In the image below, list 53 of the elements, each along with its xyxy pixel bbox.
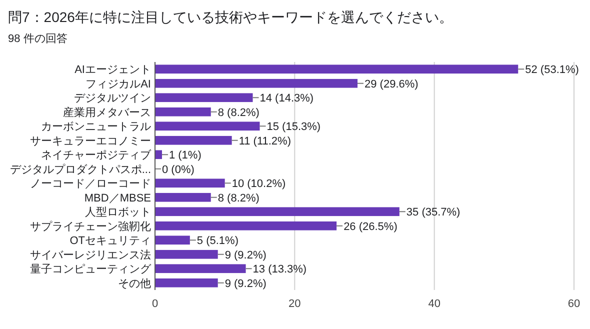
y-tick-label: 人型ロボット	[85, 206, 151, 219]
bar	[155, 136, 232, 145]
subtitle: 98 件の回答	[8, 33, 68, 45]
y-tick-label: 産業用メタバース	[63, 106, 151, 119]
x-tick-label: 20	[288, 298, 301, 310]
y-tick-label: デジタルツイン	[74, 92, 151, 105]
data-label: 9 (9.2%)	[224, 278, 266, 290]
bar	[155, 221, 337, 230]
bar	[155, 122, 260, 131]
data-label: 26 (26.5%)	[344, 220, 398, 233]
bar	[155, 264, 246, 274]
data-label: 29 (29.6%)	[364, 78, 418, 90]
title: 問7：2026年に特に注目している技術やキーワードを選んでください。	[8, 9, 453, 25]
data-label: 15 (15.3%)	[266, 121, 321, 134]
data-label: 9 (9.2%)	[224, 249, 266, 262]
bar	[155, 207, 400, 216]
bar	[155, 107, 211, 116]
bar	[155, 178, 225, 188]
x-tick-label: 60	[568, 298, 580, 310]
y-tick-label: ノーコード／ローコード	[30, 178, 151, 190]
data-label: 52 (53.1%)	[525, 64, 579, 76]
x-tick-label: 40	[428, 298, 440, 310]
data-label: 35 (35.7%)	[406, 206, 460, 219]
y-tick-label: AIエージェント	[74, 64, 151, 76]
bar	[155, 250, 218, 259]
bar	[155, 93, 253, 102]
y-tick-label: 量子コンピューティング	[30, 264, 152, 276]
data-label: 13 (13.3%)	[252, 264, 307, 276]
y-tick-label: フィジカルAI	[86, 78, 151, 90]
data-label: 1 (1%)	[168, 150, 202, 162]
bar	[155, 150, 162, 160]
bar	[155, 278, 218, 288]
y-tick-label: サーキュラーエコノミー	[30, 135, 151, 148]
data-label: 0 (0%)	[162, 164, 194, 176]
data-label: 5 (5.1%)	[196, 235, 238, 248]
bar	[155, 192, 211, 202]
y-tick-label: カーボンニュートラル	[41, 121, 151, 134]
data-label: 8 (8.2%)	[218, 192, 260, 204]
bar	[155, 78, 358, 88]
y-tick-label: MBD／MBSE	[84, 192, 151, 204]
data-label: 11 (11.2%)	[238, 135, 292, 148]
y-tick-label: サイバーレジリエンス法	[30, 248, 151, 262]
y-tick-label: その他	[118, 278, 151, 290]
y-tick-label: OTセキュリティ	[70, 235, 151, 248]
data-label: 10 (10.2%)	[232, 178, 286, 190]
data-label: 14 (14.3%)	[260, 92, 314, 105]
bar	[155, 64, 518, 74]
y-tick-label: デジタルプロダクトパスポ...	[10, 162, 151, 176]
y-tick-label: ネイチャーポジティブ	[41, 148, 152, 162]
y-tick-label: サプライチェーン強靭化	[30, 220, 151, 233]
bar	[155, 236, 190, 245]
data-label: 8 (8.2%)	[218, 106, 260, 119]
x-tick-label: 0	[152, 298, 158, 310]
